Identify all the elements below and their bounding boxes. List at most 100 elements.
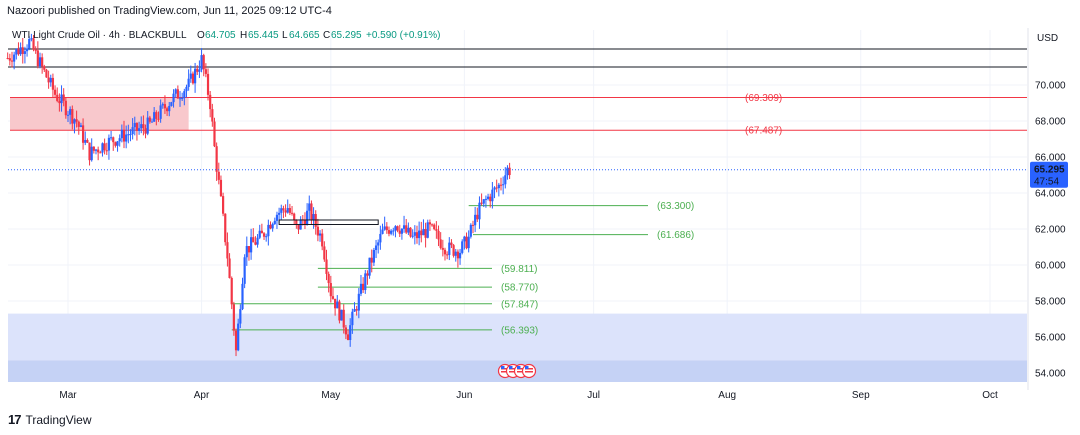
candle xyxy=(471,220,475,234)
candle xyxy=(323,241,326,262)
candle-body xyxy=(465,236,468,249)
candle-body xyxy=(148,117,151,122)
candle xyxy=(127,124,130,144)
candle xyxy=(148,115,151,124)
candle-body xyxy=(428,222,432,225)
legend-close-value: 65.295 xyxy=(331,30,362,41)
price-tick-label: 56.000 xyxy=(1035,333,1066,344)
currency-label[interactable]: USD xyxy=(1037,33,1058,44)
candle-body xyxy=(159,105,162,119)
candle-body xyxy=(247,246,251,253)
support-level-label: (59.811) xyxy=(501,264,538,275)
support-level-label: (63.300) xyxy=(657,201,694,212)
candle xyxy=(340,309,343,321)
resistance-level-label: (67.487) xyxy=(745,126,782,137)
candle xyxy=(377,239,380,254)
candle-body xyxy=(38,57,42,67)
footer-brand[interactable]: 17 TradingView xyxy=(8,412,92,427)
candle-body xyxy=(288,208,291,213)
candle xyxy=(329,275,332,303)
candle-body xyxy=(224,213,227,243)
price-tick-label: 64.000 xyxy=(1035,189,1066,200)
candle xyxy=(346,329,350,341)
candle xyxy=(144,124,147,139)
candle-body xyxy=(420,230,423,236)
candle-body xyxy=(161,104,164,106)
candle xyxy=(202,53,205,77)
candle xyxy=(159,99,162,123)
candle-body xyxy=(73,119,76,124)
candle-body xyxy=(452,245,455,256)
candle xyxy=(99,150,102,154)
candle-body xyxy=(495,187,498,189)
candle xyxy=(355,305,358,316)
candle xyxy=(17,42,20,56)
candle xyxy=(174,88,177,98)
candle-body xyxy=(310,203,313,221)
candle-body xyxy=(84,140,87,143)
candle xyxy=(101,142,104,157)
candle-body xyxy=(157,118,160,120)
candle xyxy=(383,216,386,231)
candle xyxy=(51,73,55,99)
candle-body xyxy=(19,47,22,55)
candle xyxy=(351,308,354,334)
candle xyxy=(32,35,35,52)
legend-open-value: 64.705 xyxy=(205,30,236,41)
candle-body xyxy=(331,296,335,299)
event-flag-stripe xyxy=(509,371,517,373)
candle-body xyxy=(234,330,238,351)
support-level-label: (57.847) xyxy=(501,299,538,310)
candle xyxy=(165,106,169,116)
candle-body xyxy=(239,309,242,324)
candle-body xyxy=(47,77,50,83)
candle xyxy=(36,41,39,69)
candle-body xyxy=(407,227,410,233)
candle xyxy=(357,288,360,319)
candle xyxy=(161,102,164,109)
candle xyxy=(94,148,98,155)
candle-body xyxy=(474,214,477,226)
candle xyxy=(19,42,22,56)
current-price-value: 65.295 xyxy=(1034,165,1065,176)
candle-body xyxy=(43,66,46,70)
publisher-header: Nazoori published on TradingView.com, Ju… xyxy=(7,5,332,17)
candle xyxy=(13,51,16,70)
candle xyxy=(187,69,190,91)
candle-body xyxy=(499,184,503,186)
candle-body xyxy=(92,146,95,151)
candle-body xyxy=(349,325,352,340)
candle xyxy=(84,131,87,146)
candle xyxy=(318,230,322,242)
candle-body xyxy=(64,100,67,116)
candle xyxy=(30,33,33,42)
candle-body xyxy=(202,55,205,70)
candle-body xyxy=(424,229,427,238)
candle-body xyxy=(290,212,294,214)
candle-body xyxy=(116,141,119,146)
candle xyxy=(112,136,115,151)
candle-body xyxy=(213,121,216,147)
legend-low-label: L xyxy=(282,30,288,41)
candle xyxy=(10,51,14,68)
candle xyxy=(66,110,70,123)
candle xyxy=(271,222,274,232)
candle xyxy=(413,225,416,245)
candle xyxy=(79,122,83,128)
candle-body xyxy=(368,257,371,276)
candle-body xyxy=(486,196,490,199)
candle xyxy=(254,236,257,246)
candle xyxy=(228,253,231,279)
candle xyxy=(282,205,285,219)
candle-body xyxy=(265,236,268,238)
candle-body xyxy=(275,214,279,221)
candle-body xyxy=(228,258,231,278)
candle-body xyxy=(418,230,421,239)
candle-body xyxy=(30,38,33,40)
candle xyxy=(463,235,466,250)
candle-body xyxy=(327,273,330,284)
candle-body xyxy=(53,89,57,95)
candle-body xyxy=(448,242,451,255)
candle-body xyxy=(8,58,11,61)
